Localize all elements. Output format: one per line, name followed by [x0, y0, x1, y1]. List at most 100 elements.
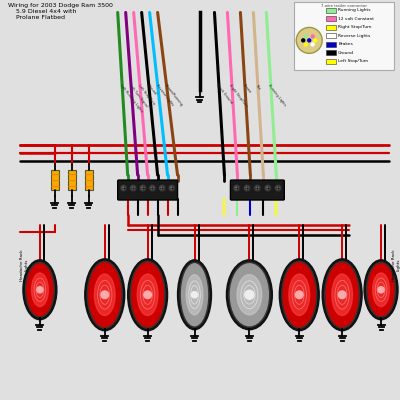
- Bar: [326, 16, 336, 22]
- Ellipse shape: [229, 262, 270, 327]
- Text: 7-wire trailer connector: 7-wire trailer connector: [321, 4, 367, 8]
- Ellipse shape: [89, 263, 121, 327]
- Circle shape: [244, 184, 250, 192]
- Text: Headache Rack
Lights: Headache Rack Lights: [20, 249, 28, 281]
- Text: Left Stop/Turn: Left Stop/Turn: [338, 59, 368, 63]
- Ellipse shape: [368, 264, 394, 316]
- Bar: [326, 25, 336, 30]
- Ellipse shape: [237, 275, 262, 315]
- Ellipse shape: [178, 260, 212, 330]
- Circle shape: [149, 184, 156, 192]
- Circle shape: [255, 186, 259, 190]
- Ellipse shape: [87, 261, 122, 328]
- Circle shape: [101, 291, 108, 298]
- Text: Wiring for 2003 Dodge Ram 3500
    5.9 Diesel 4x4 with
    Prolane Flatbed: Wiring for 2003 Dodge Ram 3500 5.9 Diese…: [8, 4, 113, 20]
- Text: Left Turn Signal: Left Turn Signal: [128, 83, 148, 108]
- Bar: [326, 34, 336, 38]
- Bar: [51, 170, 59, 190]
- Ellipse shape: [226, 260, 272, 330]
- Circle shape: [160, 186, 164, 190]
- Text: Running Lights: Running Lights: [267, 83, 287, 107]
- Ellipse shape: [326, 263, 358, 327]
- Ellipse shape: [364, 260, 398, 320]
- Circle shape: [141, 186, 145, 190]
- Circle shape: [275, 184, 282, 192]
- Ellipse shape: [332, 274, 352, 316]
- Ellipse shape: [32, 273, 48, 307]
- Circle shape: [233, 184, 240, 192]
- Circle shape: [264, 184, 271, 192]
- Circle shape: [311, 35, 314, 38]
- Text: Ground: Ground: [338, 51, 354, 55]
- Text: Brown/Running: Brown/Running: [164, 83, 183, 107]
- Text: Headache Rack
Lights: Headache Rack Lights: [392, 249, 400, 281]
- Circle shape: [308, 39, 311, 42]
- Circle shape: [192, 292, 198, 298]
- Ellipse shape: [128, 259, 168, 331]
- Bar: [326, 59, 336, 64]
- Circle shape: [150, 186, 154, 190]
- Text: Black Ground: Black Ground: [216, 83, 233, 104]
- Circle shape: [338, 291, 346, 298]
- Text: Left Running Lights: Left Running Lights: [119, 83, 143, 113]
- Ellipse shape: [85, 259, 125, 331]
- Circle shape: [235, 186, 239, 190]
- Ellipse shape: [26, 262, 54, 317]
- Ellipse shape: [180, 262, 209, 327]
- Ellipse shape: [23, 260, 57, 320]
- Circle shape: [311, 43, 314, 46]
- Circle shape: [139, 184, 146, 192]
- Circle shape: [378, 287, 384, 293]
- Ellipse shape: [366, 262, 396, 317]
- Text: Reverse Lights: Reverse Lights: [338, 34, 370, 38]
- Ellipse shape: [283, 263, 315, 327]
- Circle shape: [296, 291, 303, 298]
- Bar: [326, 42, 336, 47]
- FancyBboxPatch shape: [118, 180, 178, 200]
- Ellipse shape: [279, 259, 319, 331]
- FancyBboxPatch shape: [230, 180, 284, 200]
- Ellipse shape: [182, 264, 208, 326]
- Circle shape: [266, 186, 270, 190]
- Circle shape: [302, 39, 305, 42]
- Circle shape: [131, 186, 135, 190]
- Text: Right Stop/Turn: Right Stop/Turn: [338, 26, 372, 30]
- Circle shape: [130, 184, 137, 192]
- Circle shape: [122, 186, 126, 190]
- Text: Brakes: Brakes: [338, 42, 353, 46]
- Bar: [326, 8, 336, 13]
- Ellipse shape: [137, 274, 158, 316]
- Text: Tan: Tan: [254, 83, 261, 90]
- Bar: [68, 170, 76, 190]
- Text: Brown: Brown: [242, 83, 252, 94]
- Circle shape: [296, 28, 322, 53]
- Circle shape: [304, 43, 307, 46]
- Bar: [85, 170, 93, 190]
- Ellipse shape: [94, 274, 115, 316]
- Text: Running Lights: Running Lights: [338, 8, 371, 12]
- Circle shape: [168, 184, 175, 192]
- Ellipse shape: [325, 261, 360, 328]
- Ellipse shape: [186, 275, 203, 315]
- Circle shape: [314, 39, 317, 42]
- Ellipse shape: [322, 259, 362, 331]
- Text: Right Stop/Turn: Right Stop/Turn: [228, 83, 248, 108]
- Circle shape: [276, 186, 280, 190]
- Circle shape: [254, 184, 261, 192]
- Bar: [326, 50, 336, 55]
- Circle shape: [304, 35, 307, 38]
- Ellipse shape: [373, 273, 390, 307]
- Circle shape: [170, 186, 174, 190]
- Text: Ground: Ground: [146, 83, 157, 96]
- Bar: [294, 2, 394, 70]
- Text: 12 volt Constant: 12 volt Constant: [338, 17, 374, 21]
- Ellipse shape: [27, 264, 53, 316]
- Ellipse shape: [130, 261, 165, 328]
- Circle shape: [245, 290, 254, 299]
- Text: Left Stop/Turn: Left Stop/Turn: [137, 83, 155, 106]
- Circle shape: [159, 184, 166, 192]
- Text: Reverse Lights: Reverse Lights: [155, 83, 174, 106]
- Circle shape: [144, 291, 152, 298]
- Ellipse shape: [282, 261, 317, 328]
- Circle shape: [245, 186, 249, 190]
